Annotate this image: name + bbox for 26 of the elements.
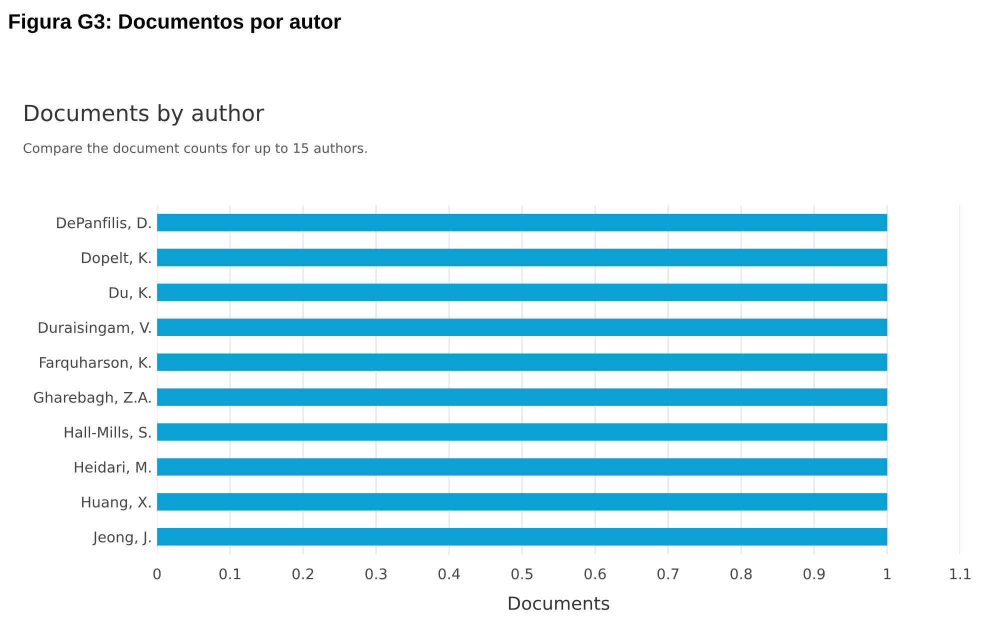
x-axis-title: Documents bbox=[508, 596, 610, 610]
y-tick-label: Jeong, J. bbox=[92, 532, 151, 546]
x-tick-label: 0.5 bbox=[511, 568, 532, 580]
x-tick-label: 0.4 bbox=[438, 568, 460, 580]
y-tick-label: Huang, X. bbox=[82, 496, 151, 510]
chart-subtitle: Compare the document counts for up to 15 authors. bbox=[24, 142, 367, 156]
y-tick-label: Farquharson, K. bbox=[40, 356, 151, 371]
y-tick-label: Duraisingam, V. bbox=[38, 322, 151, 336]
x-tick-label: 0.1 bbox=[219, 568, 240, 580]
y-tick-label: Heidari, M. bbox=[74, 461, 151, 474]
text: Figura G3: Documentos por autor bbox=[9, 14, 341, 34]
x-tick-label: 0.2 bbox=[292, 568, 314, 580]
y-tick-label: Dopelt, K. bbox=[82, 252, 151, 266]
y-tick-label: Du, K. bbox=[110, 287, 151, 300]
y-tick-label: Gharebagh, Z.A. bbox=[34, 392, 151, 406]
x-tick-label: 0.3 bbox=[365, 568, 387, 580]
x-tick-label: 0.8 bbox=[730, 568, 752, 580]
x-tick-label: 1.1 bbox=[950, 568, 970, 580]
x-tick-label: 0.6 bbox=[584, 568, 606, 580]
y-tick-label: DePanfilis, D. bbox=[57, 217, 151, 230]
x-tick-label: 0.9 bbox=[804, 568, 825, 580]
y-tick-label: Hall-Mills, S. bbox=[64, 426, 151, 440]
x-tick-label: 1 bbox=[884, 568, 890, 580]
chart-title: Documents by author bbox=[25, 104, 264, 126]
x-tick-label: 0 bbox=[153, 568, 161, 580]
x-tick-label: 0.7 bbox=[658, 568, 678, 580]
